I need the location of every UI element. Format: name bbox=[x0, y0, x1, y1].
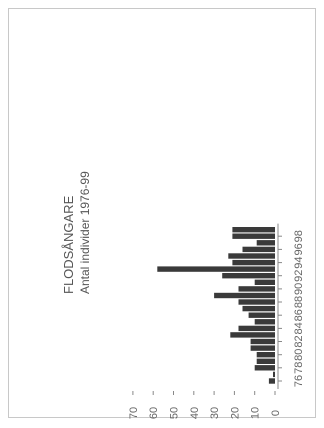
bar-series bbox=[157, 227, 275, 384]
bar-1999 bbox=[232, 227, 275, 233]
year-tick-label: 82 bbox=[293, 335, 305, 347]
bar-1987 bbox=[242, 305, 275, 312]
bar-1982 bbox=[250, 338, 275, 345]
value-tick-label: 0 bbox=[270, 410, 282, 416]
bar-1992 bbox=[222, 273, 275, 279]
bar-1988 bbox=[238, 299, 275, 305]
bar-1980 bbox=[256, 352, 275, 358]
year-tick-label: 84 bbox=[293, 322, 305, 334]
value-axis-ticks: 0 10 20 30 40 50 60 70 bbox=[128, 391, 282, 419]
bar-1983 bbox=[230, 332, 275, 338]
value-tick-label: 10 bbox=[250, 407, 262, 419]
year-tick-label: 90 bbox=[293, 283, 305, 295]
chart-title: FLODSÅNGARE bbox=[61, 195, 76, 294]
year-tick-label: 78 bbox=[293, 362, 305, 374]
bar-1998 bbox=[232, 233, 275, 239]
bar-1995 bbox=[228, 253, 275, 259]
bar-1984 bbox=[238, 325, 275, 332]
year-tick-label: 92 bbox=[293, 270, 305, 282]
year-tick-label: 94 bbox=[293, 256, 305, 268]
bar-1991 bbox=[254, 279, 275, 285]
year-tick-label: 80 bbox=[293, 349, 305, 361]
bar-1996 bbox=[242, 246, 275, 253]
year-tick-label: 86 bbox=[293, 309, 305, 321]
year-tick-label: 88 bbox=[293, 296, 305, 308]
bar-1989 bbox=[214, 292, 275, 299]
bar-1978 bbox=[254, 365, 275, 371]
year-tick-label: 96 bbox=[293, 243, 305, 255]
bar-1977 bbox=[273, 371, 275, 378]
value-tick-label: 50 bbox=[169, 407, 181, 419]
bar-1993 bbox=[157, 266, 275, 272]
bar-1997 bbox=[256, 240, 275, 246]
bar-1976 bbox=[268, 378, 275, 384]
value-tick-label: 70 bbox=[128, 407, 140, 419]
bar-1986 bbox=[248, 312, 275, 318]
value-tick-label: 20 bbox=[229, 407, 241, 419]
value-tick-label: 30 bbox=[209, 407, 221, 419]
year-tick-label: 76 bbox=[293, 375, 305, 387]
bar-1985 bbox=[254, 319, 275, 325]
bar-1979 bbox=[256, 358, 275, 364]
value-tick-label: 60 bbox=[148, 407, 160, 419]
bar-1981 bbox=[250, 345, 275, 351]
chart-frame: 0 10 20 30 40 50 60 70 76 78 80 82 84 86 88 90 92 94 96 98… bbox=[8, 8, 316, 419]
bar-1990 bbox=[238, 286, 275, 292]
year-tick-label: 98 bbox=[293, 230, 305, 242]
value-tick-label: 40 bbox=[189, 407, 201, 419]
bar-1994 bbox=[232, 259, 275, 266]
chart-subtitle: Antal individer 1976-99 bbox=[78, 171, 92, 294]
